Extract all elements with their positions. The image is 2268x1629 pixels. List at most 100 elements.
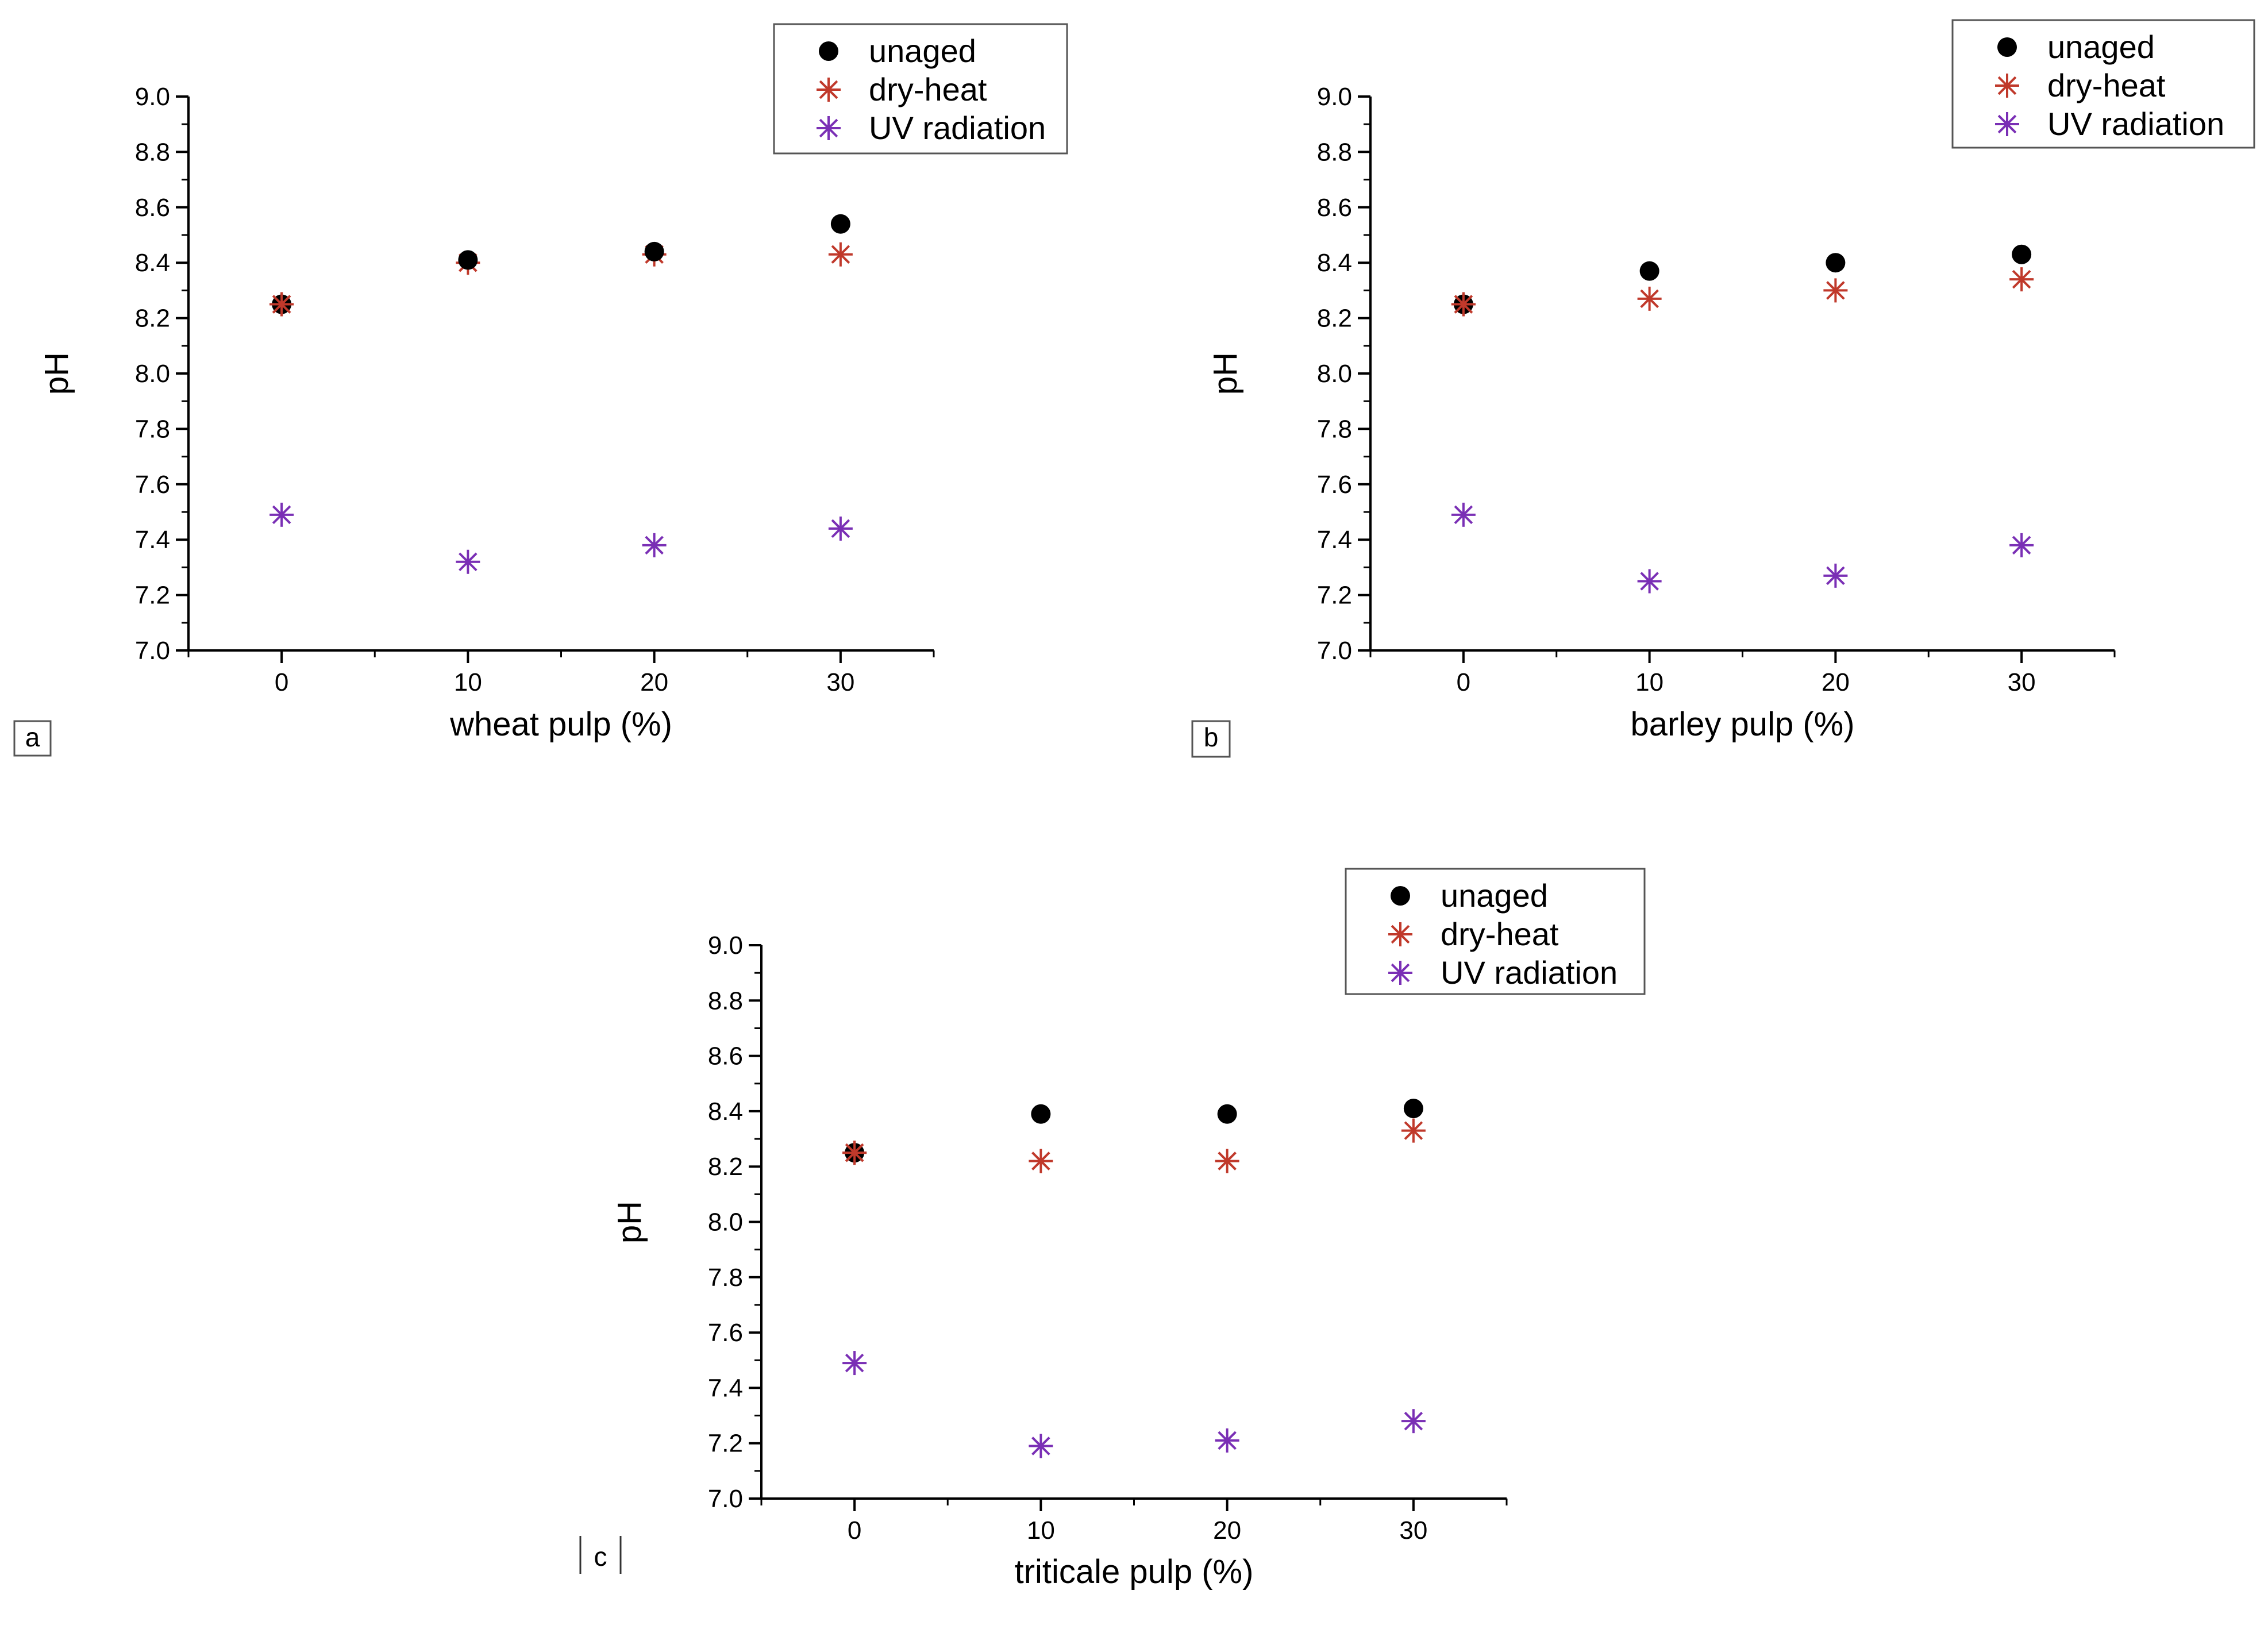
legend-marker-uv-radiation <box>817 116 841 140</box>
legend-marker-dry-heat <box>1995 74 2019 98</box>
chart-panel-a: 7.0 7.2 7.4 7.6 7.8 8.0 8.2 8.4 8.6 8.8 9.0 0 10 20 30… <box>13 23 1068 757</box>
legend-label: unaged <box>1441 877 1548 914</box>
panel-tag-label: a <box>25 722 40 752</box>
x-tick-label: 30 <box>826 668 854 696</box>
point-uv-radiation <box>456 549 480 574</box>
legend-label: dry-heat <box>2047 67 2166 103</box>
y-tick-label: 9.0 <box>135 83 170 111</box>
chart-panel-c: 7.0 7.2 7.4 7.6 7.8 8.0 8.2 8.4 8.6 8.8 9.0 0 10 20 30… <box>579 868 1646 1591</box>
y-tick-label: 7.6 <box>708 1319 743 1347</box>
x-tick-label: 30 <box>2008 668 2036 696</box>
point-dry-heat-overlay <box>269 292 294 317</box>
y-tick-label: 7.0 <box>708 1485 743 1513</box>
point-uv-radiation <box>842 1351 867 1376</box>
point-uv-radiation <box>269 502 294 527</box>
point-dry-heat <box>1029 1149 1053 1173</box>
x-tick-label: 20 <box>1822 668 1850 696</box>
legend-label: UV radiation <box>869 110 1046 146</box>
y-tick-label: 7.0 <box>1317 637 1352 665</box>
legend-label: unaged <box>2047 29 2155 65</box>
legend-label: UV radiation <box>2047 106 2224 142</box>
panel-tag: c <box>579 1536 622 1574</box>
point-unaged <box>1826 253 1846 273</box>
x-tick-label: 10 <box>1635 668 1664 696</box>
x-tick-label: 10 <box>454 668 482 696</box>
y-axis-title: pH <box>1207 352 1244 395</box>
point-dry-heat <box>828 242 853 267</box>
x-axis-title: barley pulp (%) <box>1630 706 1854 743</box>
point-dry-heat <box>1823 278 1848 303</box>
panel-tag-label: c <box>594 1542 607 1572</box>
y-tick-label: 8.0 <box>708 1208 743 1237</box>
y-tick-label: 8.2 <box>708 1153 743 1181</box>
y-tick-label: 7.2 <box>1317 581 1352 610</box>
y-tick-label: 9.0 <box>1317 83 1352 111</box>
x-tick-label: 10 <box>1027 1516 1055 1545</box>
legend-marker-unaged <box>819 41 838 61</box>
point-dry-heat-overlay <box>842 1141 867 1165</box>
y-tick-label: 8.6 <box>708 1042 743 1070</box>
point-uv-radiation <box>1401 1409 1426 1434</box>
legend-marker-dry-heat <box>1388 922 1412 946</box>
legend-label: dry-heat <box>1441 916 1559 952</box>
point-uv-radiation <box>1823 563 1848 588</box>
legend-marker-uv-radiation <box>1995 112 2019 136</box>
x-tick-label: 0 <box>848 1516 861 1545</box>
y-tick-label: 7.8 <box>1317 415 1352 443</box>
legend-marker-dry-heat <box>817 78 841 102</box>
y-tick-label: 7.8 <box>135 415 170 443</box>
y-tick-label: 9.0 <box>708 931 743 960</box>
y-tick-label: 8.6 <box>1317 194 1352 222</box>
x-tick-label: 20 <box>640 668 668 696</box>
y-tick-label: 8.8 <box>135 138 170 166</box>
point-unaged <box>2012 244 2032 264</box>
legend-label: UV radiation <box>1441 954 1618 991</box>
y-tick-label: 8.8 <box>708 987 743 1015</box>
point-unaged <box>458 250 478 270</box>
point-unaged <box>1639 261 1659 281</box>
point-uv-radiation <box>1451 502 1476 527</box>
panel-tag-box <box>13 720 52 757</box>
point-unaged <box>644 241 664 261</box>
y-axis-title: pH <box>611 1201 648 1243</box>
y-tick-label: 7.2 <box>135 581 170 610</box>
y-tick-label: 8.2 <box>1317 305 1352 333</box>
point-uv-radiation <box>1637 569 1662 594</box>
y-tick-label: 7.6 <box>135 471 170 499</box>
y-tick-label: 8.6 <box>135 194 170 222</box>
y-tick-label: 8.0 <box>135 360 170 388</box>
y-tick-label: 8.4 <box>135 249 170 277</box>
legend-marker-unaged <box>1391 886 1410 906</box>
chart-panel-b: 7.0 7.2 7.4 7.6 7.8 8.0 8.2 8.4 8.6 8.8 9.0 0 10 20 30… <box>1191 19 2255 758</box>
point-unaged <box>1403 1099 1423 1119</box>
panel-tag-label: b <box>1204 722 1219 752</box>
point-uv-radiation <box>642 533 667 557</box>
y-tick-label: 8.0 <box>1317 360 1352 388</box>
point-dry-heat <box>1637 286 1662 311</box>
point-unaged <box>1217 1104 1237 1124</box>
y-tick-label: 7.6 <box>1317 471 1352 499</box>
y-tick-label: 8.4 <box>1317 249 1352 277</box>
legend-label: dry-heat <box>869 71 987 107</box>
y-tick-label: 8.8 <box>1317 138 1352 166</box>
y-tick-label: 7.8 <box>708 1264 743 1292</box>
y-tick-label: 8.4 <box>708 1097 743 1126</box>
y-tick-label: 7.4 <box>708 1374 743 1402</box>
point-dry-heat <box>1401 1118 1426 1143</box>
x-axis-title: triticale pulp (%) <box>1015 1553 1254 1591</box>
point-unaged <box>1031 1104 1051 1124</box>
y-tick-label: 7.4 <box>135 526 170 554</box>
x-tick-label: 30 <box>1399 1516 1427 1545</box>
y-axis-title: pH <box>38 352 75 395</box>
point-dry-heat <box>2009 267 2034 292</box>
point-uv-radiation <box>828 516 853 541</box>
legend-marker-unaged <box>1997 37 2017 57</box>
y-tick-label: 7.0 <box>135 637 170 665</box>
x-axis-title: wheat pulp (%) <box>449 706 672 743</box>
y-tick-label: 8.2 <box>135 305 170 333</box>
point-dry-heat <box>1215 1149 1239 1173</box>
